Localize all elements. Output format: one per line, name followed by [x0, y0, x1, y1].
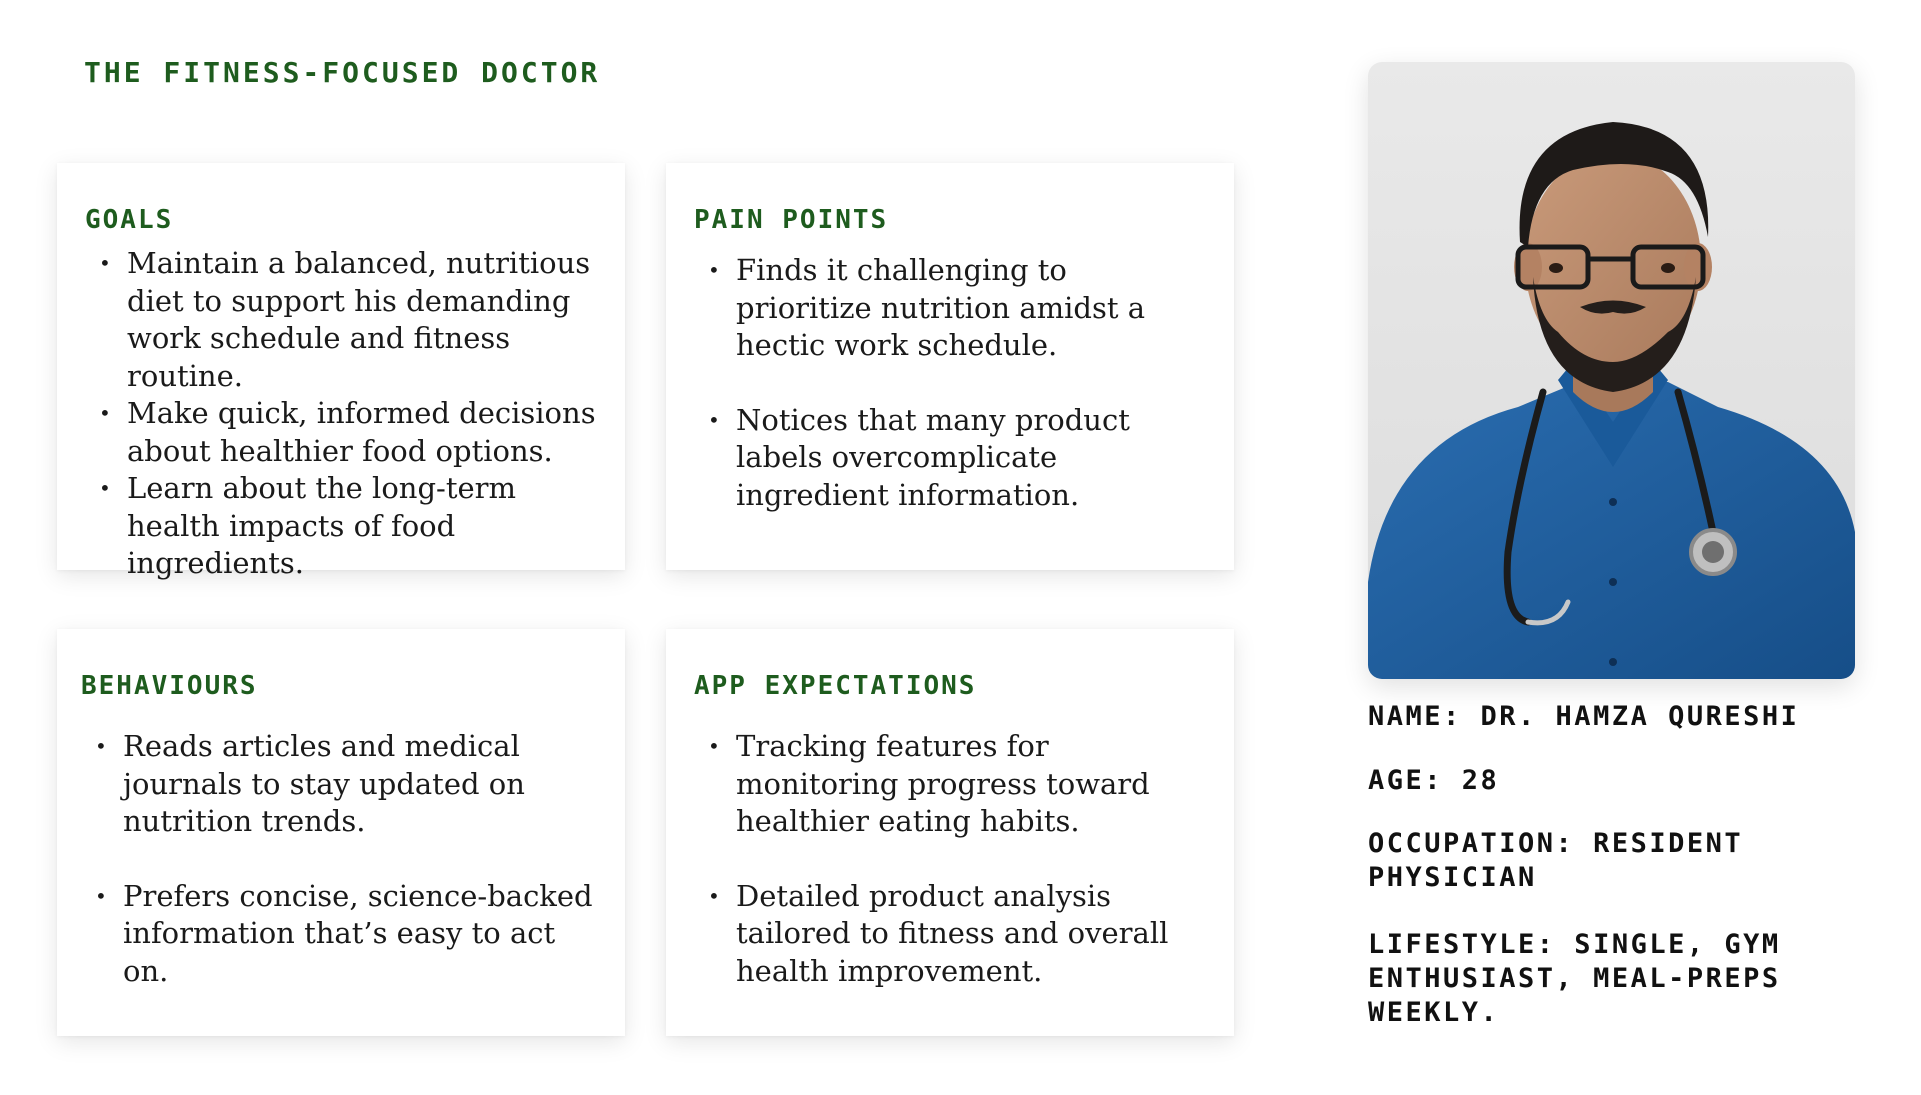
- pain-points-list: Finds it challenging to prioritize nutri…: [708, 252, 1208, 514]
- list-item: Notices that many product labels overcom…: [708, 402, 1208, 515]
- goals-card: GOALS Maintain a balanced, nutritious di…: [57, 163, 625, 580]
- list-item: Tracking features for monitoring progres…: [708, 728, 1213, 841]
- behaviours-list: Reads articles and medical journals to s…: [95, 728, 605, 990]
- portrait-illustration: [1368, 122, 1855, 679]
- app-expectations-list: Tracking features for monitoring progres…: [708, 728, 1213, 990]
- list-item: Reads articles and medical journals to s…: [95, 728, 605, 841]
- pain-points-heading: PAIN POINTS: [694, 205, 889, 235]
- page-title: THE FITNESS-FOCUSED DOCTOR: [84, 56, 601, 89]
- occupation-field: OCCUPATION: RESIDENT PHYSICIAN: [1368, 828, 1744, 893]
- list-item: Prefers concise, science-backed informat…: [95, 878, 605, 991]
- list-item: Finds it challenging to prioritize nutri…: [708, 252, 1208, 365]
- app-expectations-heading: APP EXPECTATIONS: [694, 671, 977, 701]
- list-item: Learn about the long-term health impacts…: [99, 470, 599, 583]
- list-item: Detailed product analysis tailored to fi…: [708, 878, 1213, 991]
- list-item: Make quick, informed decisions about hea…: [99, 395, 599, 470]
- portrait-photo: [1368, 62, 1855, 679]
- pain-points-card: PAIN POINTS Finds it challenging to prio…: [666, 163, 1234, 570]
- behaviours-card: BEHAVIOURS Reads articles and medical jo…: [57, 629, 625, 1036]
- app-expectations-card: APP EXPECTATIONS Tracking features for m…: [666, 629, 1234, 1036]
- goals-heading: GOALS: [85, 205, 174, 235]
- lifestyle-field: LIFESTYLE: SINGLE, GYM ENTHUSIAST, MEAL-…: [1368, 929, 1781, 1028]
- age-field: AGE: 28: [1368, 765, 1500, 796]
- list-item: Maintain a balanced, nutritious diet to …: [99, 245, 599, 395]
- name-field: NAME: DR. HAMZA QURESHI: [1368, 701, 1800, 732]
- behaviours-heading: BEHAVIOURS: [81, 671, 258, 701]
- goals-list: Maintain a balanced, nutritious diet to …: [99, 245, 599, 583]
